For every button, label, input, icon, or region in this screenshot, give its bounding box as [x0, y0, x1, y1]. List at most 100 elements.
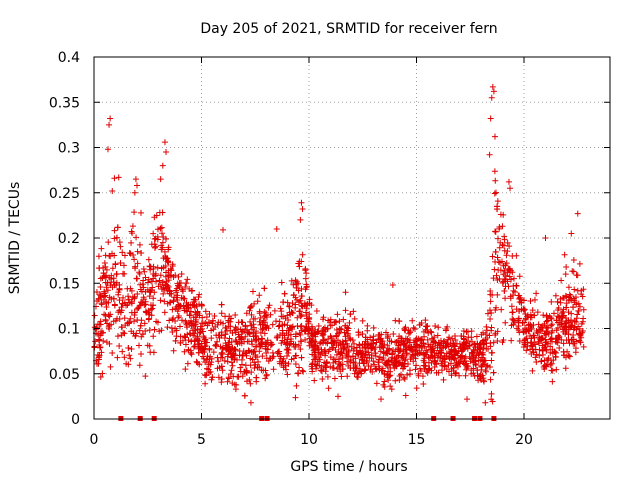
data-point: [336, 339, 343, 346]
data-point: [187, 320, 194, 327]
data-point: [420, 362, 427, 369]
data-point: [275, 323, 282, 330]
data-point: [111, 235, 118, 242]
data-point: [508, 337, 515, 344]
data-point: [435, 369, 442, 376]
data-point: [136, 327, 143, 334]
data-point: [350, 353, 357, 360]
data-point: [533, 359, 540, 366]
data-point: [128, 287, 135, 294]
data-point: [195, 294, 202, 301]
data-point: [571, 318, 578, 325]
data-point: [96, 344, 103, 351]
data-point: [290, 281, 297, 288]
data-point: [376, 354, 383, 361]
data-point: [440, 376, 447, 383]
data-point: [573, 272, 580, 279]
data-point: [578, 334, 585, 341]
data-point: [188, 338, 195, 345]
data-point: [523, 347, 530, 354]
data-series: [91, 83, 587, 406]
data-point: [580, 306, 587, 313]
data-point: [483, 323, 490, 330]
data-point: [465, 334, 472, 341]
data-point: [553, 317, 560, 324]
data-point: [245, 329, 252, 336]
data-point: [533, 290, 540, 297]
data-point: [397, 335, 404, 342]
data-point: [486, 363, 493, 370]
data-point: [157, 272, 164, 279]
data-point: [104, 279, 111, 286]
data-point: [161, 139, 168, 146]
data-point: [247, 318, 254, 325]
data-point: [231, 381, 238, 388]
data-point: [532, 354, 539, 361]
data-point: [293, 278, 300, 285]
data-point: [196, 330, 203, 337]
data-point: [232, 351, 239, 358]
data-point: [490, 275, 497, 282]
data-point: [549, 327, 556, 334]
data-point: [118, 332, 125, 339]
data-point: [575, 307, 582, 314]
data-point: [188, 351, 195, 358]
data-point: [250, 349, 257, 356]
data-point: [232, 311, 239, 318]
data-point: [553, 366, 560, 373]
data-point: [554, 313, 561, 320]
data-point: [163, 281, 170, 288]
data-point: [126, 352, 133, 359]
data-point: [340, 345, 347, 352]
data-point: [399, 352, 406, 359]
data-point: [125, 293, 132, 300]
data-point: [521, 306, 528, 313]
data-point: [222, 331, 229, 338]
data-point: [384, 333, 391, 340]
data-point: [297, 297, 304, 304]
data-point: [570, 304, 577, 311]
data-point: [438, 367, 445, 374]
data-point: [420, 340, 427, 347]
data-point: [206, 311, 213, 318]
data-point: [542, 341, 549, 348]
data-point: [95, 360, 102, 367]
data-point: [313, 362, 320, 369]
data-point: [278, 360, 285, 367]
data-point: [522, 325, 529, 332]
data-point: [248, 311, 255, 318]
data-point: [327, 333, 334, 340]
data-point: [506, 273, 513, 280]
data-point: [309, 323, 316, 330]
data-point: [457, 345, 464, 352]
data-point: [302, 275, 309, 282]
data-point: [101, 288, 108, 295]
data-point: [153, 318, 160, 325]
data-point: [136, 362, 143, 369]
data-point: [316, 340, 323, 347]
data-point: [544, 357, 551, 364]
data-point: [202, 308, 209, 315]
data-point: [353, 373, 360, 380]
data-point: [225, 351, 232, 358]
data-point: [161, 282, 168, 289]
data-point: [144, 342, 151, 349]
data-point: [247, 399, 254, 406]
data-point: [103, 266, 110, 273]
data-point: [478, 363, 485, 370]
data-point: [548, 298, 555, 305]
data-point: [173, 304, 180, 311]
data-point: [289, 323, 296, 330]
data-point: [360, 360, 367, 367]
data-point: [502, 262, 509, 269]
data-point: [525, 328, 532, 335]
data-point: [256, 308, 263, 315]
data-point: [103, 284, 110, 291]
data-point: [492, 228, 499, 235]
data-point: [134, 290, 141, 297]
data-point: [567, 292, 574, 299]
data-point: [93, 289, 100, 296]
data-point: [261, 285, 268, 292]
data-point: [253, 333, 260, 340]
